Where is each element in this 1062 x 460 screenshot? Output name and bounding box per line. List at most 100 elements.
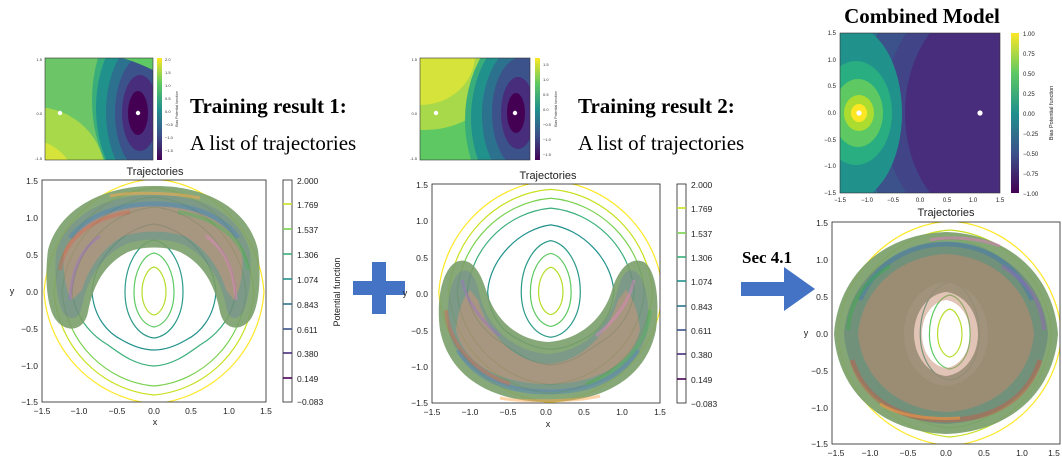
arrow-right-icon: [741, 267, 815, 311]
bias-marker-right: [135, 110, 141, 116]
panel-2-heading: Training result 2:: [578, 94, 735, 118]
svg-text:1.0: 1.0: [416, 216, 428, 226]
svg-text:−1.0: −1.0: [543, 137, 552, 142]
svg-text:1.5: 1.5: [416, 180, 428, 190]
bias-colorbar-1-label: Bias Potential function: [175, 91, 179, 127]
svg-text:1.074: 1.074: [297, 275, 319, 285]
svg-text:1.5: 1.5: [411, 57, 417, 62]
svg-text:1.0: 1.0: [223, 406, 235, 416]
svg-text:-1.5: -1.5: [35, 156, 43, 161]
svg-text:0.0: 0.0: [416, 289, 428, 299]
svg-text:0.75: 0.75: [1023, 52, 1035, 58]
traj-1-yticks: 1.5 1.0 0.5 0.0 −0.5 −1.0 −1.5: [21, 176, 38, 407]
traj-1-title: Trajectories: [126, 166, 184, 178]
svg-text:0.0: 0.0: [26, 287, 38, 297]
bias-marker-left: [433, 110, 439, 116]
svg-text:0.5: 0.5: [578, 407, 590, 417]
svg-text:−0.5: −0.5: [824, 138, 837, 144]
svg-text:0.5: 0.5: [978, 448, 990, 458]
svg-text:1.769: 1.769: [297, 200, 319, 210]
panel-1: 1.5 0.0 -1.5 2.0 1.5 1.0 0.5 0.0 −0.5 −1…: [10, 57, 356, 427]
svg-text:2.000: 2.000: [297, 176, 319, 186]
svg-text:−0.75: −0.75: [1023, 172, 1039, 178]
svg-text:−0.5: −0.5: [109, 406, 126, 416]
svg-text:−1.5: −1.5: [824, 191, 837, 197]
svg-text:0.5: 0.5: [165, 96, 171, 101]
svg-text:−1.5: −1.5: [34, 406, 51, 416]
svg-text:0.5: 0.5: [543, 92, 549, 97]
svg-text:1.5: 1.5: [654, 407, 666, 417]
svg-text:−1.5: −1.5: [165, 148, 174, 153]
svg-text:0.0: 0.0: [543, 107, 549, 112]
bias-colorbar-2-label: Bias Potential function: [554, 91, 558, 127]
bias-marker-right: [977, 110, 983, 116]
traj-3-xticks: −1.5 −1.0 −0.5 0.0 0.5 1.0 1.5: [828, 448, 1061, 458]
svg-text:0.0: 0.0: [828, 111, 837, 117]
panel-1-heading: Training result 1:: [190, 94, 347, 118]
svg-text:1.5: 1.5: [816, 218, 828, 228]
svg-text:−1.5: −1.5: [811, 439, 828, 449]
traj-2-yticks: 1.5 1.0 0.5 0.0 −0.5 −1.0 −1.5: [411, 180, 428, 408]
svg-text:1.5: 1.5: [996, 198, 1005, 204]
svg-text:1.5: 1.5: [260, 406, 272, 416]
traj-3-yticks: 1.5 1.0 0.5 0.0 −0.5 −1.0 −1.5: [811, 218, 828, 449]
svg-text:0.0: 0.0: [916, 198, 925, 204]
combined-bias-xticks: −1.5 −1.0 −0.5 0.0 0.5 1.0 1.5: [834, 198, 1005, 204]
svg-text:−1.0: −1.0: [21, 361, 38, 371]
bias-marker-left: [856, 110, 862, 116]
svg-text:−1.0: −1.0: [861, 198, 874, 204]
traj-3-title: Trajectories: [917, 207, 975, 219]
svg-text:−0.5: −0.5: [165, 122, 174, 127]
combined-bias-yticks: 1.5 1.0 0.5 0.0 −0.5 −1.0 −1.5: [824, 31, 837, 197]
svg-text:1.0: 1.0: [616, 407, 628, 417]
svg-text:−1.0: −1.0: [462, 407, 479, 417]
svg-text:−1.5: −1.5: [21, 397, 38, 407]
svg-text:0.5: 0.5: [943, 198, 952, 204]
svg-text:-1.5: -1.5: [410, 156, 418, 161]
svg-text:−0.083: −0.083: [691, 399, 718, 409]
svg-text:−0.50: −0.50: [1023, 152, 1039, 158]
traj-2-xlabel: x: [546, 419, 551, 429]
svg-text:1.5: 1.5: [1048, 448, 1060, 458]
svg-text:−1.0: −1.0: [71, 406, 88, 416]
svg-text:0.5: 0.5: [185, 406, 197, 416]
traj-1-xlabel: x: [153, 417, 158, 427]
potential-colorbar-1: 2.000 1.769 1.537 1.306 1.074 0.843 0.61…: [282, 176, 342, 407]
trajectory-plot-2: Trajectories: [403, 170, 718, 429]
panel-2-subheading: A list of trajectories: [578, 131, 744, 155]
svg-text:1.0: 1.0: [1016, 448, 1028, 458]
panel-3: Combined Model 1.5 1.0 0.5 0.0: [804, 4, 1061, 458]
svg-text:0.149: 0.149: [691, 375, 713, 385]
svg-text:1.0: 1.0: [26, 213, 38, 223]
plus-icon: [353, 262, 405, 314]
svg-text:−0.083: −0.083: [297, 397, 324, 407]
svg-text:1.5: 1.5: [36, 57, 42, 62]
svg-text:0.5: 0.5: [816, 292, 828, 302]
svg-text:0.380: 0.380: [691, 350, 713, 360]
svg-text:−1.5: −1.5: [543, 152, 552, 157]
svg-text:0.843: 0.843: [691, 302, 713, 312]
combined-bias-plot: 1.5 1.0 0.5 0.0 −0.5 −1.0 −1.5 −1.5 −1.0…: [824, 31, 1055, 204]
svg-text:1.306: 1.306: [297, 250, 319, 260]
svg-text:0.50: 0.50: [1023, 72, 1035, 78]
bias-marker-right: [512, 110, 518, 116]
traj-2-xticks: −1.5 −1.0 −0.5 0.0 0.5 1.0 1.5: [424, 407, 667, 417]
svg-text:1.769: 1.769: [691, 204, 713, 214]
svg-text:1.0: 1.0: [543, 77, 549, 82]
svg-text:−1.00: −1.00: [1023, 192, 1039, 198]
bias-colorbar-1: [157, 58, 162, 160]
panel-2: 1.5 0.0 -1.5 1.5 1.0 0.5 0.0 −0.5 −1.0 −…: [403, 57, 744, 429]
svg-text:−1.5: −1.5: [828, 448, 845, 458]
combined-colorbar-ticks: 1.00 0.75 0.50 0.25 0.00 −0.25 −0.50 −0.…: [1023, 32, 1039, 198]
svg-text:0.5: 0.5: [26, 250, 38, 260]
svg-text:−1.5: −1.5: [411, 398, 428, 408]
svg-text:1.5: 1.5: [165, 70, 171, 75]
svg-text:−0.5: −0.5: [811, 366, 828, 376]
arrow-label: Sec 4.1: [742, 248, 792, 267]
traj-1-xticks: −1.5 −1.0 −0.5 0.0 0.5 1.0 1.5: [34, 406, 273, 416]
svg-text:0.25: 0.25: [1023, 92, 1035, 98]
svg-text:1.537: 1.537: [691, 229, 713, 239]
bias-colorbar-2-ticks: 1.5 1.0 0.5 0.0 −0.5 −1.0 −1.5: [543, 62, 552, 157]
combined-colorbar-label: Bias Potential function: [1049, 86, 1055, 140]
traj-3-ylabel: y: [804, 328, 809, 338]
